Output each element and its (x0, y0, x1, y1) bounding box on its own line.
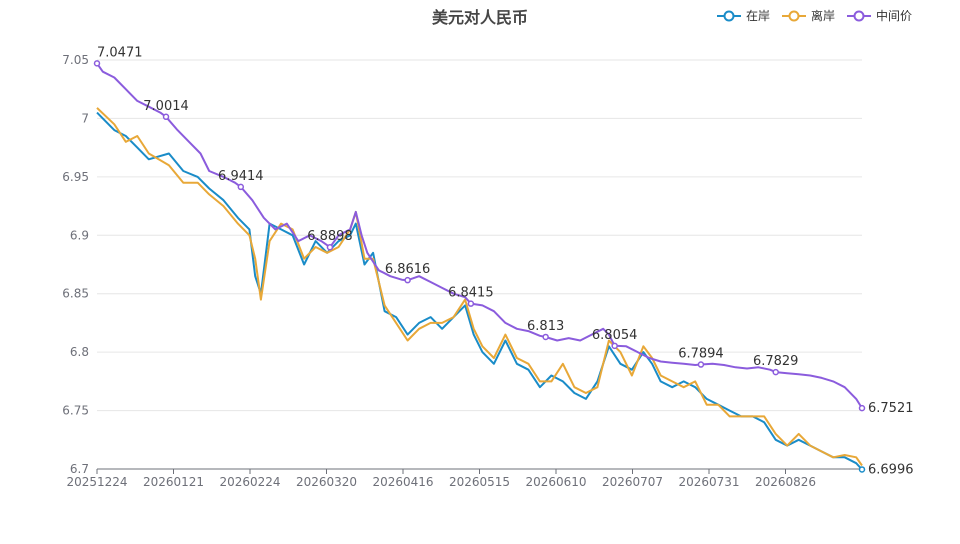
data-point-marker (237, 183, 245, 191)
legend-line-circle-icon (781, 10, 806, 21)
y-tick-label: 6.95 (62, 170, 89, 184)
x-tick-label: 20251224 (66, 475, 127, 489)
y-tick-label: 6.75 (62, 404, 89, 418)
legend-label: 在岸 (745, 9, 770, 23)
data-label: 6.8616 (385, 262, 431, 277)
data-label: 6.8415 (448, 286, 494, 301)
data-point-marker (772, 368, 779, 376)
legend-label: 离岸 (810, 9, 835, 23)
data-label: 6.8054 (592, 328, 638, 343)
legend-item[interactable]: 中间价 (846, 7, 912, 24)
legend-item[interactable]: 在岸 (716, 7, 770, 24)
data-point-marker (467, 300, 475, 307)
legend-item[interactable]: 离岸 (781, 7, 835, 24)
data-point-marker (611, 342, 618, 350)
data-point-marker (326, 243, 334, 251)
data-point-marker (93, 60, 101, 67)
data-label: 7.0471 (97, 45, 143, 60)
data-point-marker (858, 404, 866, 412)
data-point-marker (697, 361, 705, 368)
legend-label: 中间价 (875, 9, 912, 23)
data-label: 6.7521 (868, 401, 914, 416)
data-point-marker (162, 113, 170, 121)
data-label: 6.8898 (307, 229, 353, 244)
data-label: 7.0014 (143, 99, 189, 114)
y-tick-label: 7 (81, 111, 89, 125)
x-tick-label: 20260515 (449, 475, 510, 489)
data-point-marker (404, 276, 411, 284)
x-tick-label: 20260416 (372, 475, 433, 489)
x-tick-label: 20260731 (678, 475, 739, 489)
legend: 在岸 离岸 中间价 (716, 7, 912, 24)
chart-title: 美元对人民币 (431, 8, 528, 27)
legend-line-circle-icon (716, 10, 741, 21)
legend-line-circle-icon (846, 10, 871, 21)
x-tick-label: 20260610 (525, 475, 586, 489)
x-tick-label: 20260826 (755, 475, 816, 489)
data-label: 6.7829 (753, 354, 799, 369)
x-tick-label: 20260224 (219, 475, 280, 489)
y-tick-label: 6.9 (70, 228, 89, 242)
data-point-marker (542, 333, 549, 341)
y-tick-label: 6.85 (62, 287, 89, 301)
data-label: 6.6996 (868, 462, 914, 477)
y-tick-label: 7.05 (62, 53, 89, 67)
x-tick-label: 20260121 (143, 475, 204, 489)
data-label: 6.813 (527, 319, 564, 334)
x-tick-label: 20260707 (602, 475, 663, 489)
data-label: 6.9414 (218, 169, 264, 184)
series-line-1 (96, 107, 863, 467)
data-label: 6.7894 (678, 347, 724, 362)
y-tick-label: 6.8 (70, 345, 89, 359)
x-tick-label: 20260320 (296, 475, 357, 489)
data-point-marker (858, 466, 866, 473)
y-tick-label: 6.7 (70, 462, 89, 476)
